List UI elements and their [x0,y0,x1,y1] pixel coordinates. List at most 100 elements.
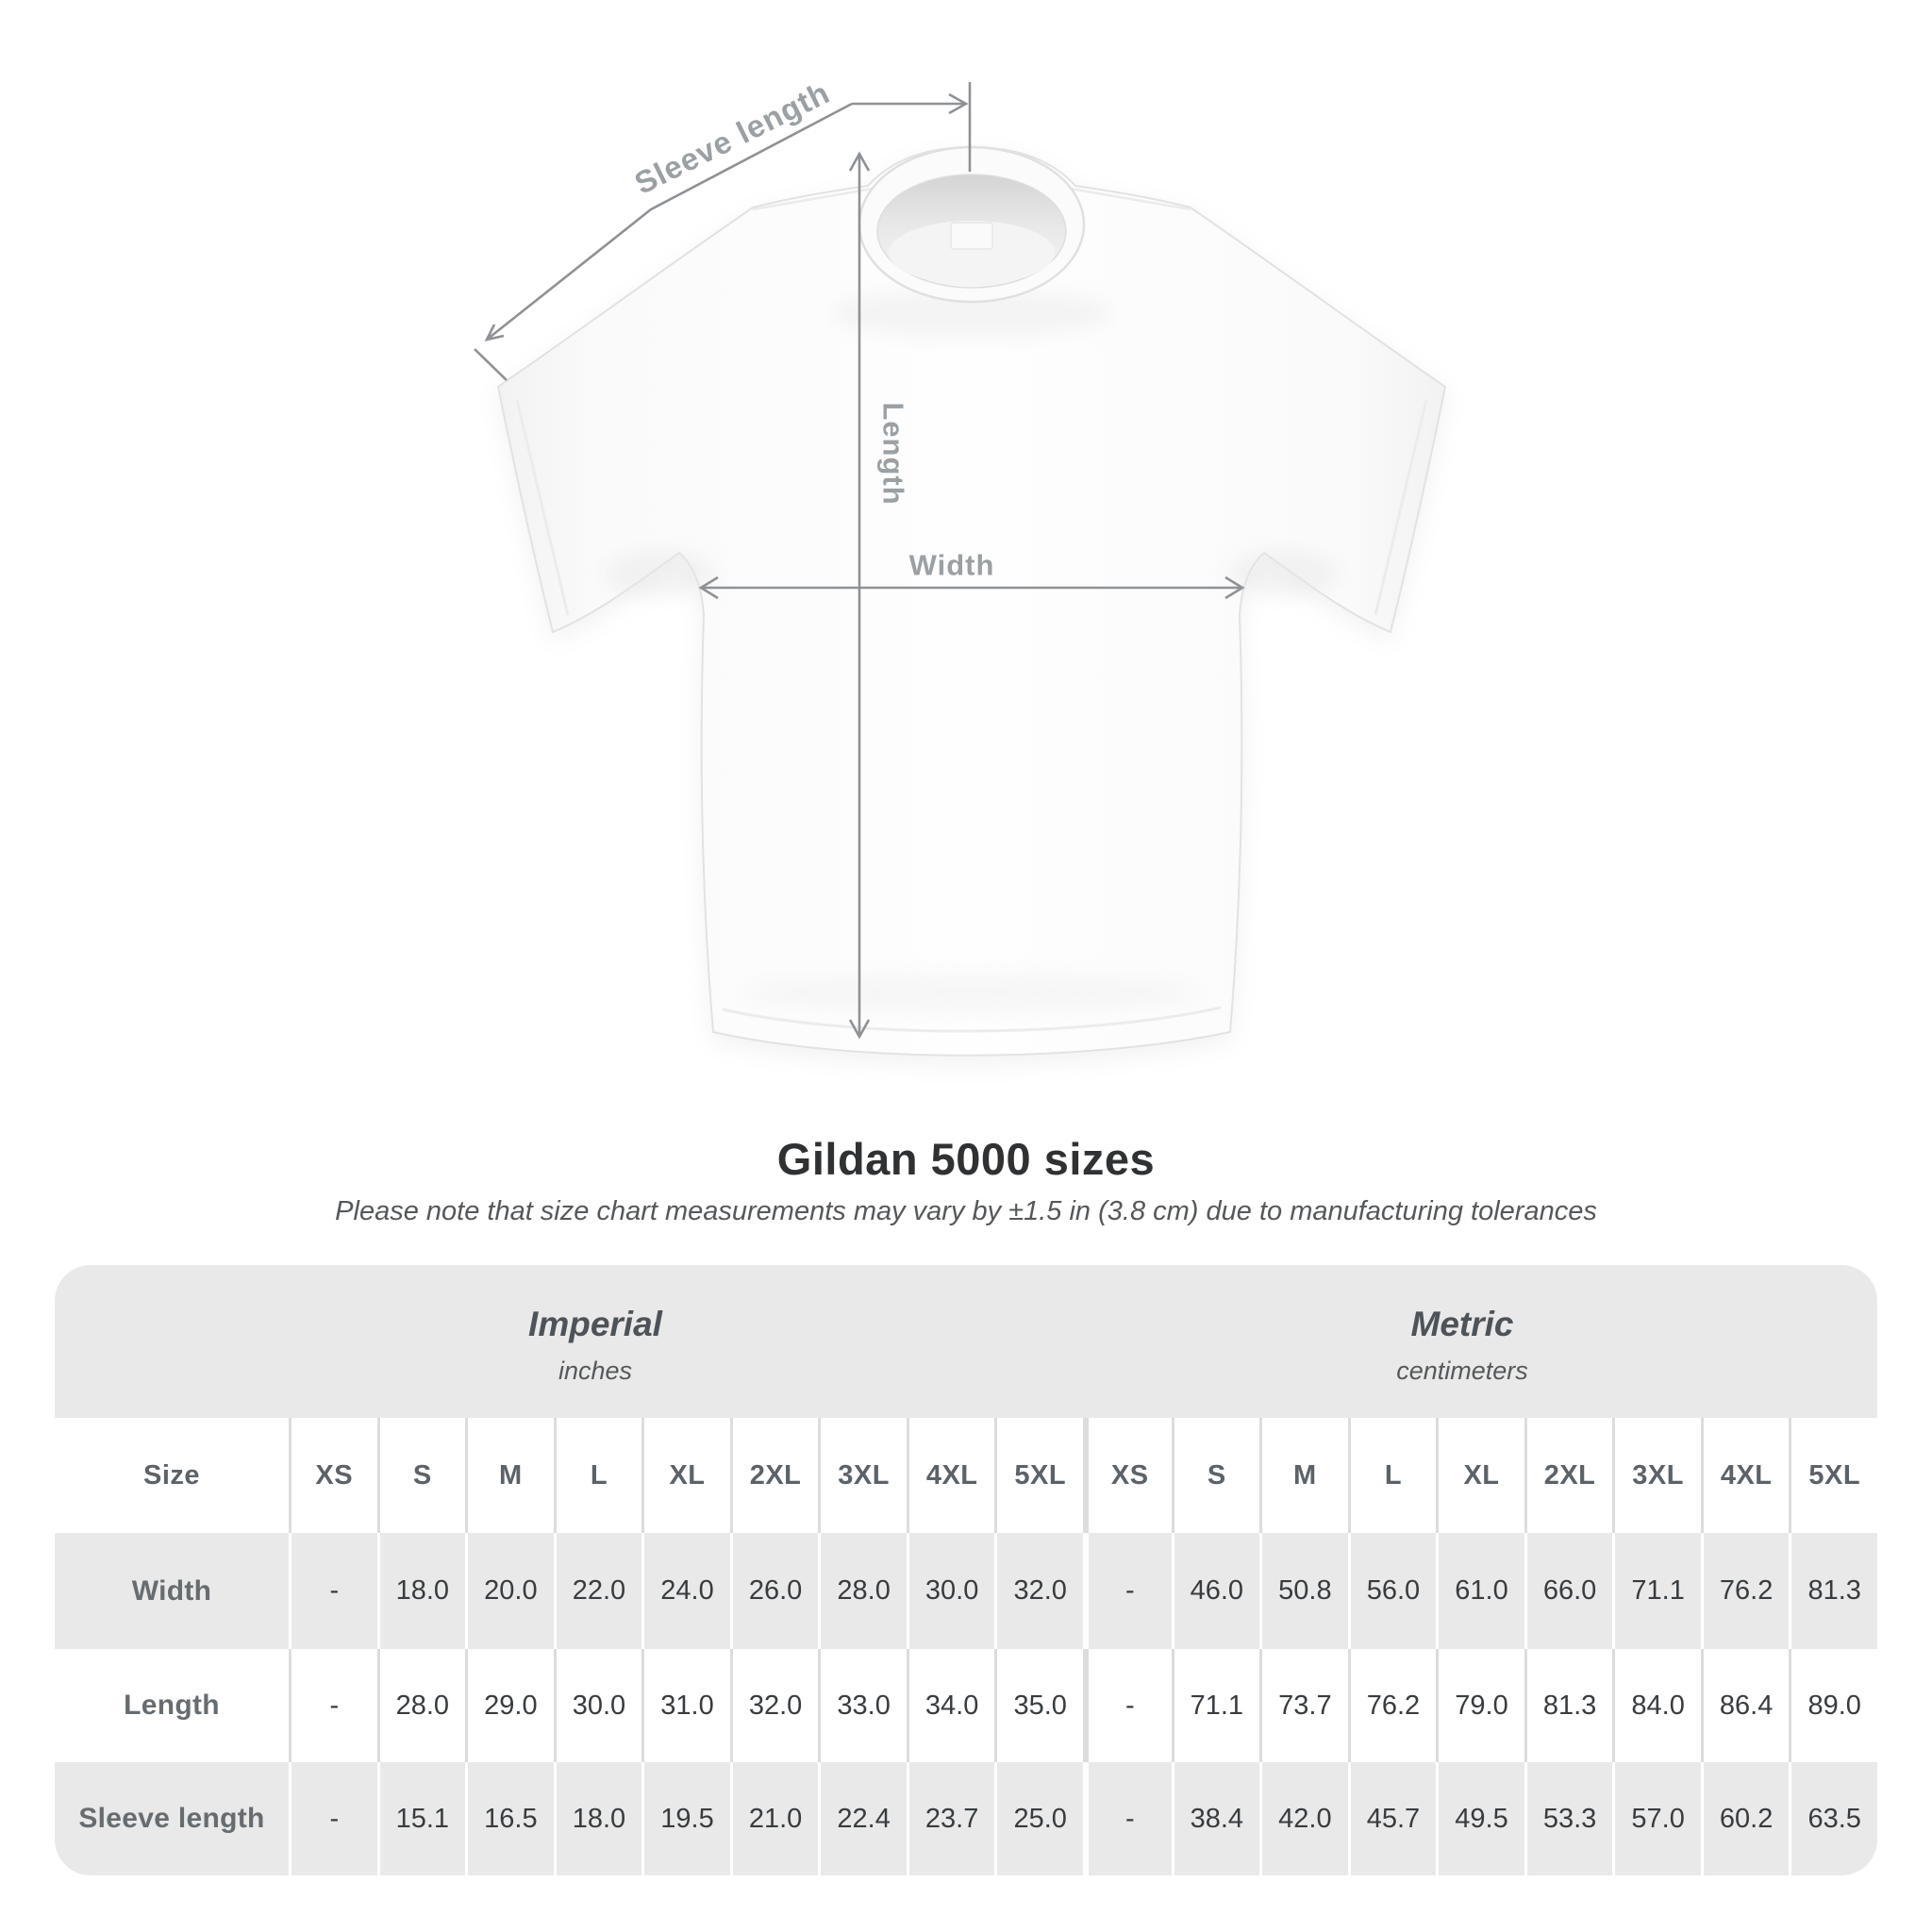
page-title: Gildan 5000 sizes [776,1134,1156,1184]
table-cell: 25.0 [994,1762,1083,1875]
metric-unit-label: centimeters [1396,1357,1528,1385]
size-table: Imperial inches Metric centimeters Size … [55,1265,1877,1875]
table-cell: 16.5 [465,1762,554,1875]
table-cell: 21.0 [729,1762,819,1875]
tshirt-body [496,145,1447,1057]
table-cell: 32.0 [994,1533,1083,1649]
table-cell: 71.1 [1171,1649,1260,1762]
table-cell: 57.0 [1612,1762,1701,1875]
table-cell: 24.0 [641,1533,730,1649]
col-header: 3XL [1612,1418,1701,1533]
imperial-section-header: Imperial inches [528,1265,662,1422]
table-cell: 38.4 [1171,1762,1260,1875]
neck-tag [950,222,993,250]
chest-shadow [830,289,1113,338]
table-cell: - [1083,1762,1172,1875]
table-cell: - [289,1649,377,1762]
table-cell: 53.3 [1524,1762,1613,1875]
width-arrow [698,575,1245,600]
table-cell: 35.0 [994,1649,1083,1762]
table-cell: - [289,1533,377,1649]
table-cell: 19.5 [641,1762,730,1875]
sleeve-stitch-right [1374,399,1428,616]
width-label: Width [909,549,995,582]
table-cell: - [1083,1649,1172,1762]
table-cell: 34.0 [906,1649,995,1762]
armpit-shadow-left [606,551,715,596]
table-cell: 50.8 [1259,1533,1348,1649]
table-cell: 22.4 [818,1762,907,1875]
table-cell: - [289,1762,377,1875]
table-cell: 71.1 [1612,1533,1701,1649]
table-cell: 23.7 [906,1762,995,1875]
table-row-size-headers: Size XS S M L XL 2XL 3XL 4XL 5XL XS S M … [55,1418,1877,1533]
table-cell: 32.0 [729,1649,819,1762]
armpit-shadow-right [1228,551,1338,596]
col-header: 5XL [1789,1418,1877,1533]
collar-inner-back [889,221,1055,285]
col-header: XL [1436,1418,1524,1533]
table-cell: 89.0 [1789,1649,1877,1762]
hem-crease-shadow [745,974,1198,1011]
col-header: 3XL [818,1418,907,1533]
table-cell: 28.0 [818,1533,907,1649]
length-arrow [848,151,871,1040]
row-label: Sleeve length [78,1803,265,1834]
length-label: Length [877,402,910,505]
sleeve-stitch-left [515,399,570,616]
table-cell: 31.0 [641,1649,730,1762]
table-cell: 18.0 [376,1533,466,1649]
col-header: L [553,1418,642,1533]
shoulder-seam-left [752,187,874,211]
table-cell: 30.0 [553,1649,642,1762]
col-header: M [465,1418,554,1533]
table-cell: 46.0 [1171,1533,1260,1649]
row-label: Length [124,1690,220,1721]
table-cell: 15.1 [376,1762,466,1875]
metric-section-header: Metric centimeters [1396,1265,1528,1422]
table-cell: 81.3 [1789,1533,1877,1649]
table-cell: 20.0 [465,1533,554,1649]
table-cell: 33.0 [818,1649,907,1762]
table-cell: 79.0 [1436,1649,1524,1762]
col-header: L [1347,1418,1437,1533]
shoulder-seam-right [1070,187,1191,211]
sleeve-length-arrow [474,82,972,381]
imperial-label: Imperial [528,1305,662,1343]
col-header: M [1259,1418,1348,1533]
col-header: 2XL [729,1418,819,1533]
col-header: XS [289,1418,377,1533]
col-header: S [376,1418,466,1533]
table-header-band: Imperial inches Metric centimeters [55,1265,1877,1418]
table-row-width: Width - 18.0 20.0 22.0 24.0 26.0 28.0 30… [55,1533,1877,1649]
table-cell: 76.2 [1700,1533,1790,1649]
tshirt-measurement-diagram: Sleeve length Length Width [474,75,1447,1057]
col-header: 4XL [906,1418,995,1533]
table-cell: - [1083,1533,1172,1649]
col-header: S [1171,1418,1260,1533]
tolerance-note: Please note that size chart measurements… [335,1196,1597,1226]
table-cell: 60.2 [1700,1762,1790,1875]
col-header: 5XL [994,1418,1083,1533]
col-header: 2XL [1524,1418,1613,1533]
table-cell: 28.0 [376,1649,466,1762]
size-column-header: Size [142,1459,201,1491]
table-cell: 49.5 [1436,1762,1524,1875]
table-cell: 42.0 [1259,1762,1348,1875]
table-cell: 45.7 [1347,1762,1437,1875]
table-cell: 22.0 [553,1533,642,1649]
table-cell: 29.0 [465,1649,554,1762]
table-cell: 63.5 [1789,1762,1877,1875]
col-header: XL [641,1418,730,1533]
metric-label: Metric [1410,1305,1514,1343]
table-row-sleeve-length: Sleeve length - 15.1 16.5 18.0 19.5 21.0… [55,1762,1877,1875]
row-label: Width [131,1574,212,1607]
table-cell: 66.0 [1524,1533,1613,1649]
table-cell: 76.2 [1347,1649,1437,1762]
imperial-unit-label: inches [558,1357,633,1385]
col-header: 4XL [1700,1418,1790,1533]
table-cell: 84.0 [1612,1649,1701,1762]
table-cell: 81.3 [1524,1649,1613,1762]
hem-stitch [722,1006,1222,1033]
